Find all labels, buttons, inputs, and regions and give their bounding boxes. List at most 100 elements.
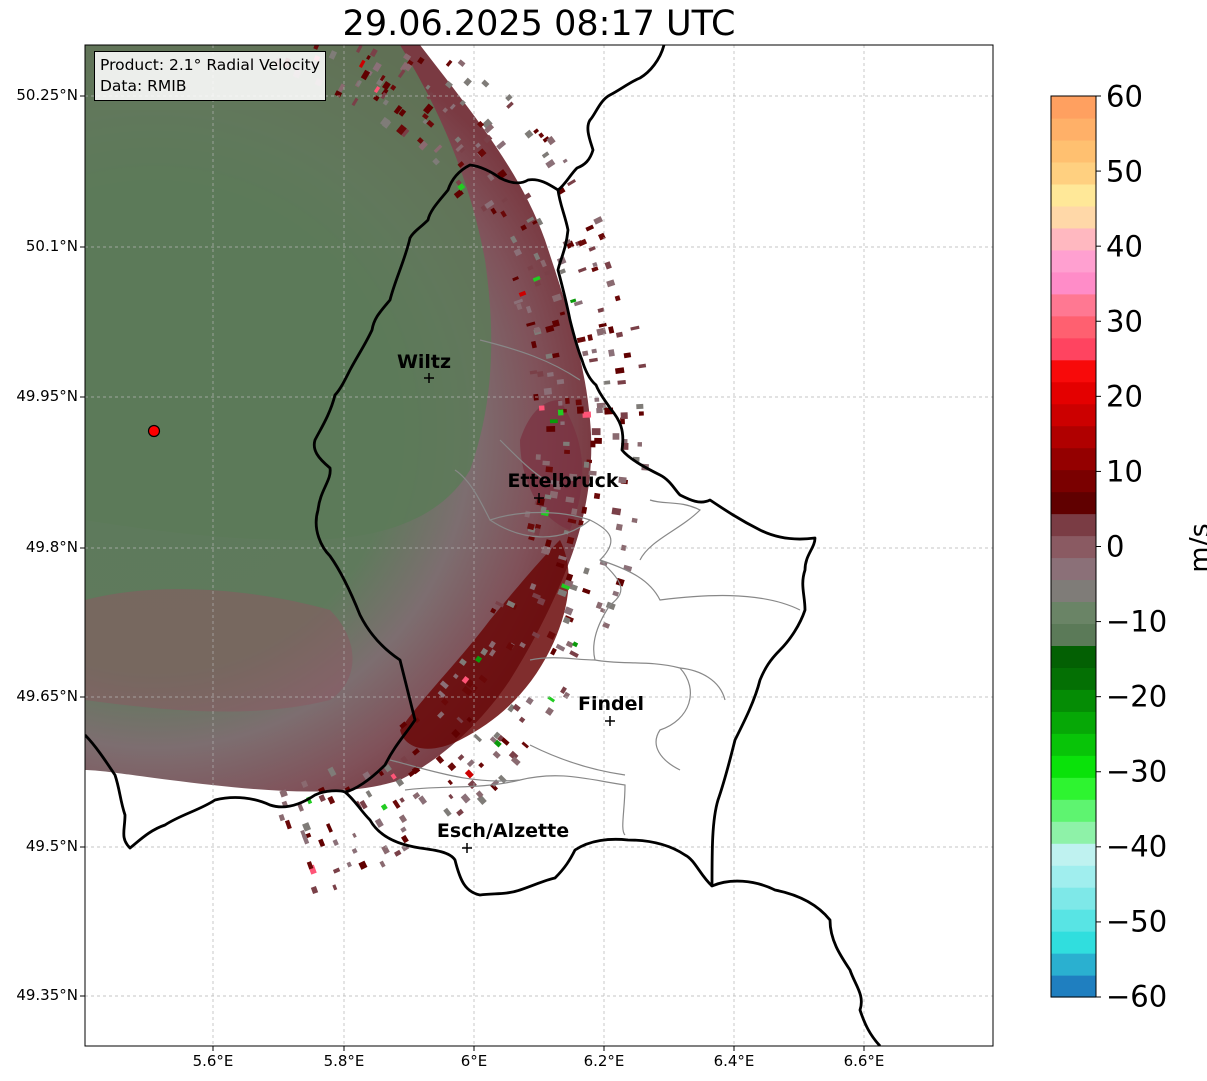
colorbar-segment — [1051, 139, 1096, 163]
radar-speckle — [535, 454, 541, 460]
radar-speckle — [374, 818, 384, 828]
radar-speckle — [551, 293, 563, 303]
colorbar-segment — [1051, 491, 1096, 515]
colorbar-segment — [1051, 755, 1096, 778]
colorbar-segment — [1051, 337, 1096, 361]
radar-speckle — [313, 45, 320, 50]
radar-speckle — [547, 695, 556, 703]
radar-speckle — [418, 795, 428, 805]
colorbar-segment — [1051, 579, 1096, 603]
radar-speckle — [477, 148, 487, 158]
radar-speckle — [559, 268, 566, 275]
colorbar-tick-label: 10 — [1106, 454, 1143, 489]
colorbar-unit-label: m/s — [1184, 523, 1207, 573]
radar-speckle — [461, 675, 470, 684]
colorbar-segment — [1051, 931, 1096, 954]
radar-speckle — [506, 600, 516, 609]
radar-speckle — [337, 83, 346, 93]
radar-speckle — [553, 483, 562, 490]
radar-speckle — [576, 406, 584, 414]
radar-speckle — [381, 845, 390, 855]
radar-speckle — [488, 640, 496, 649]
radar-speckle — [533, 326, 541, 334]
colorbar-tick-label: −50 — [1106, 904, 1168, 939]
radar-speckle — [593, 492, 601, 500]
radar-speckle — [392, 799, 401, 809]
radar-speckle — [545, 325, 555, 333]
radar-speckle — [397, 69, 406, 79]
radar-speckle — [597, 307, 605, 313]
radar-speckle — [278, 814, 286, 822]
radar-speckle — [606, 279, 616, 288]
radar-speckle — [433, 144, 443, 154]
colorbar-segment — [1051, 249, 1096, 273]
lon-label: 6°E — [460, 1052, 488, 1070]
radar-speckle — [531, 340, 537, 349]
radar-speckle — [356, 80, 362, 87]
radar-speckle — [620, 417, 625, 425]
radar-speckle — [564, 578, 574, 588]
radar-speckle — [484, 199, 495, 209]
radar-speckle — [403, 53, 412, 61]
radar-speckle — [510, 756, 521, 766]
radar-speckle — [520, 224, 527, 231]
radar-speckle — [636, 403, 644, 410]
radar-speckle — [400, 755, 409, 764]
colorbar-segment — [1051, 887, 1096, 910]
radar-speckle — [442, 107, 449, 114]
colorbar-segment — [1051, 227, 1096, 251]
radar-speckle — [404, 63, 413, 72]
radar-speckle — [583, 567, 590, 575]
radar-speckle — [604, 261, 612, 270]
radar-speckle — [399, 797, 405, 803]
radar-speckle — [478, 762, 485, 769]
product-label: Product: 2.1° Radial Velocity — [100, 56, 320, 74]
radar-speckle — [562, 691, 571, 700]
colorbar-segment — [1051, 645, 1096, 668]
radar-speckle — [570, 298, 577, 304]
radar-speckle — [358, 59, 366, 68]
radar-speckle — [578, 520, 584, 526]
radar-speckle — [380, 803, 388, 811]
radar-speckle — [591, 428, 601, 436]
radar-speckle — [543, 387, 553, 395]
radar-speckle — [358, 860, 368, 870]
radar-speckle — [581, 587, 591, 595]
lat-label: 49.95°N — [16, 387, 78, 405]
lat-label: 50.1°N — [25, 237, 78, 255]
radar-speckle — [475, 790, 484, 799]
radar-speckle — [534, 527, 541, 536]
radar-speckle — [422, 118, 428, 125]
radar-speckle — [414, 717, 421, 724]
radar-speckle — [505, 94, 513, 102]
radar-speckle — [603, 380, 611, 385]
radar-speckle — [395, 778, 405, 787]
radar-speckle — [459, 99, 466, 106]
radar-speckle — [456, 716, 464, 724]
radar-speckle — [466, 716, 473, 723]
radar-speckle — [564, 449, 570, 454]
radar-speckle — [537, 370, 544, 378]
radar-speckle — [538, 132, 545, 139]
radar-speckle — [542, 136, 550, 143]
radar-speckle — [318, 838, 326, 848]
radar-speckle — [332, 867, 341, 874]
radar-speckle — [569, 650, 579, 658]
radar-speckle — [527, 523, 535, 531]
city-label-esch: Esch/Alzette — [436, 820, 570, 842]
colorbar-segment — [1051, 799, 1096, 822]
radar-speckle — [592, 261, 598, 268]
radar-speckle — [373, 86, 381, 94]
radar-speckle — [332, 839, 339, 847]
radar-speckle — [534, 280, 542, 287]
radar-speckle — [557, 588, 568, 598]
mid-velocity-band — [85, 589, 353, 712]
radar-speckle — [582, 350, 589, 357]
colorbar-tick-label: −30 — [1106, 754, 1168, 789]
radar-speckle — [591, 348, 597, 354]
radar-speckle — [346, 861, 352, 868]
radar-speckle — [398, 108, 407, 117]
colorbar-segment — [1051, 271, 1096, 295]
radar-speckle — [526, 216, 535, 224]
radar-speckle — [351, 847, 358, 854]
